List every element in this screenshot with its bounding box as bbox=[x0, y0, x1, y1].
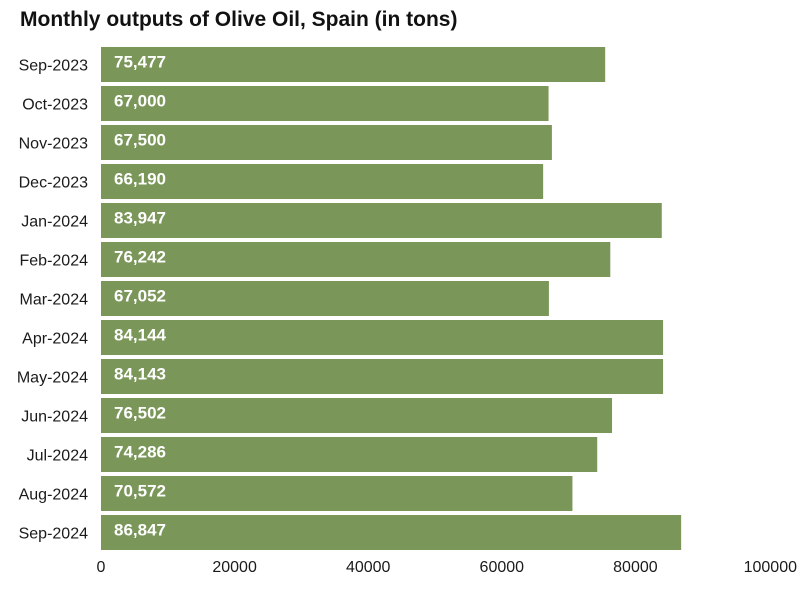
bar-jul-2024 bbox=[101, 437, 598, 472]
x-tick-label-20000: 20000 bbox=[212, 559, 257, 576]
category-labels: Sep-2023 Oct-2023 Nov-2023 Dec-2023 Jan-2024… bbox=[17, 58, 88, 543]
category-label-jul-2024: Jul-2024 bbox=[27, 448, 88, 465]
x-tick-label-0: 0 bbox=[97, 559, 106, 576]
data-label-mar-2024: 67,052 bbox=[114, 287, 166, 306]
data-label-nov-2023: 67,500 bbox=[114, 131, 166, 150]
category-label-aug-2024: Aug-2024 bbox=[19, 487, 88, 504]
data-label-sep-2023: 75,477 bbox=[114, 53, 166, 72]
bar-apr-2024 bbox=[101, 320, 664, 355]
bar-dec-2023 bbox=[101, 164, 544, 199]
data-label-jun-2024: 76,502 bbox=[114, 404, 166, 423]
bar-aug-2024 bbox=[101, 476, 573, 511]
bars-layer bbox=[101, 47, 682, 550]
data-label-jul-2024: 74,286 bbox=[114, 443, 166, 462]
category-label-mar-2024: Mar-2024 bbox=[20, 292, 89, 309]
category-label-sep-2023: Sep-2023 bbox=[19, 58, 88, 75]
category-label-jun-2024: Jun-2024 bbox=[21, 409, 88, 426]
x-axis-ticks: 0 20000 40000 60000 80000 100000 bbox=[97, 559, 798, 576]
data-label-apr-2024: 84,144 bbox=[114, 326, 167, 345]
data-label-may-2024: 84,143 bbox=[114, 365, 166, 384]
bar-feb-2024 bbox=[101, 242, 611, 277]
x-tick-label-100000: 100000 bbox=[744, 559, 797, 576]
data-labels: 75,477 67,000 67,500 66,190 83,947 76,242 67,0… bbox=[114, 53, 167, 540]
category-label-may-2024: May-2024 bbox=[17, 370, 88, 387]
data-label-dec-2023: 66,190 bbox=[114, 170, 166, 189]
category-label-oct-2023: Oct-2023 bbox=[22, 97, 88, 114]
data-label-sep-2024: 86,847 bbox=[114, 521, 166, 540]
bar-sep-2024 bbox=[101, 515, 682, 550]
bar-jun-2024 bbox=[101, 398, 613, 433]
data-label-feb-2024: 76,242 bbox=[114, 248, 166, 267]
category-label-jan-2024: Jan-2024 bbox=[21, 214, 88, 231]
x-tick-label-60000: 60000 bbox=[480, 559, 525, 576]
data-label-aug-2024: 70,572 bbox=[114, 482, 166, 501]
category-label-nov-2023: Nov-2023 bbox=[19, 136, 88, 153]
x-tick-label-40000: 40000 bbox=[346, 559, 391, 576]
bar-mar-2024 bbox=[101, 281, 549, 316]
bar-nov-2023 bbox=[101, 125, 552, 160]
chart-title: Monthly outputs of Olive Oil, Spain (in … bbox=[20, 8, 458, 31]
category-label-dec-2023: Dec-2023 bbox=[19, 175, 88, 192]
data-label-oct-2023: 67,000 bbox=[114, 92, 166, 111]
bar-may-2024 bbox=[101, 359, 664, 394]
category-label-feb-2024: Feb-2024 bbox=[20, 253, 89, 270]
category-label-sep-2024: Sep-2024 bbox=[19, 526, 88, 543]
bar-sep-2023 bbox=[101, 47, 606, 82]
bar-oct-2023 bbox=[101, 86, 549, 121]
bar-jan-2024 bbox=[101, 203, 662, 238]
category-label-apr-2024: Apr-2024 bbox=[22, 331, 88, 348]
data-label-jan-2024: 83,947 bbox=[114, 209, 166, 228]
x-tick-label-80000: 80000 bbox=[613, 559, 658, 576]
